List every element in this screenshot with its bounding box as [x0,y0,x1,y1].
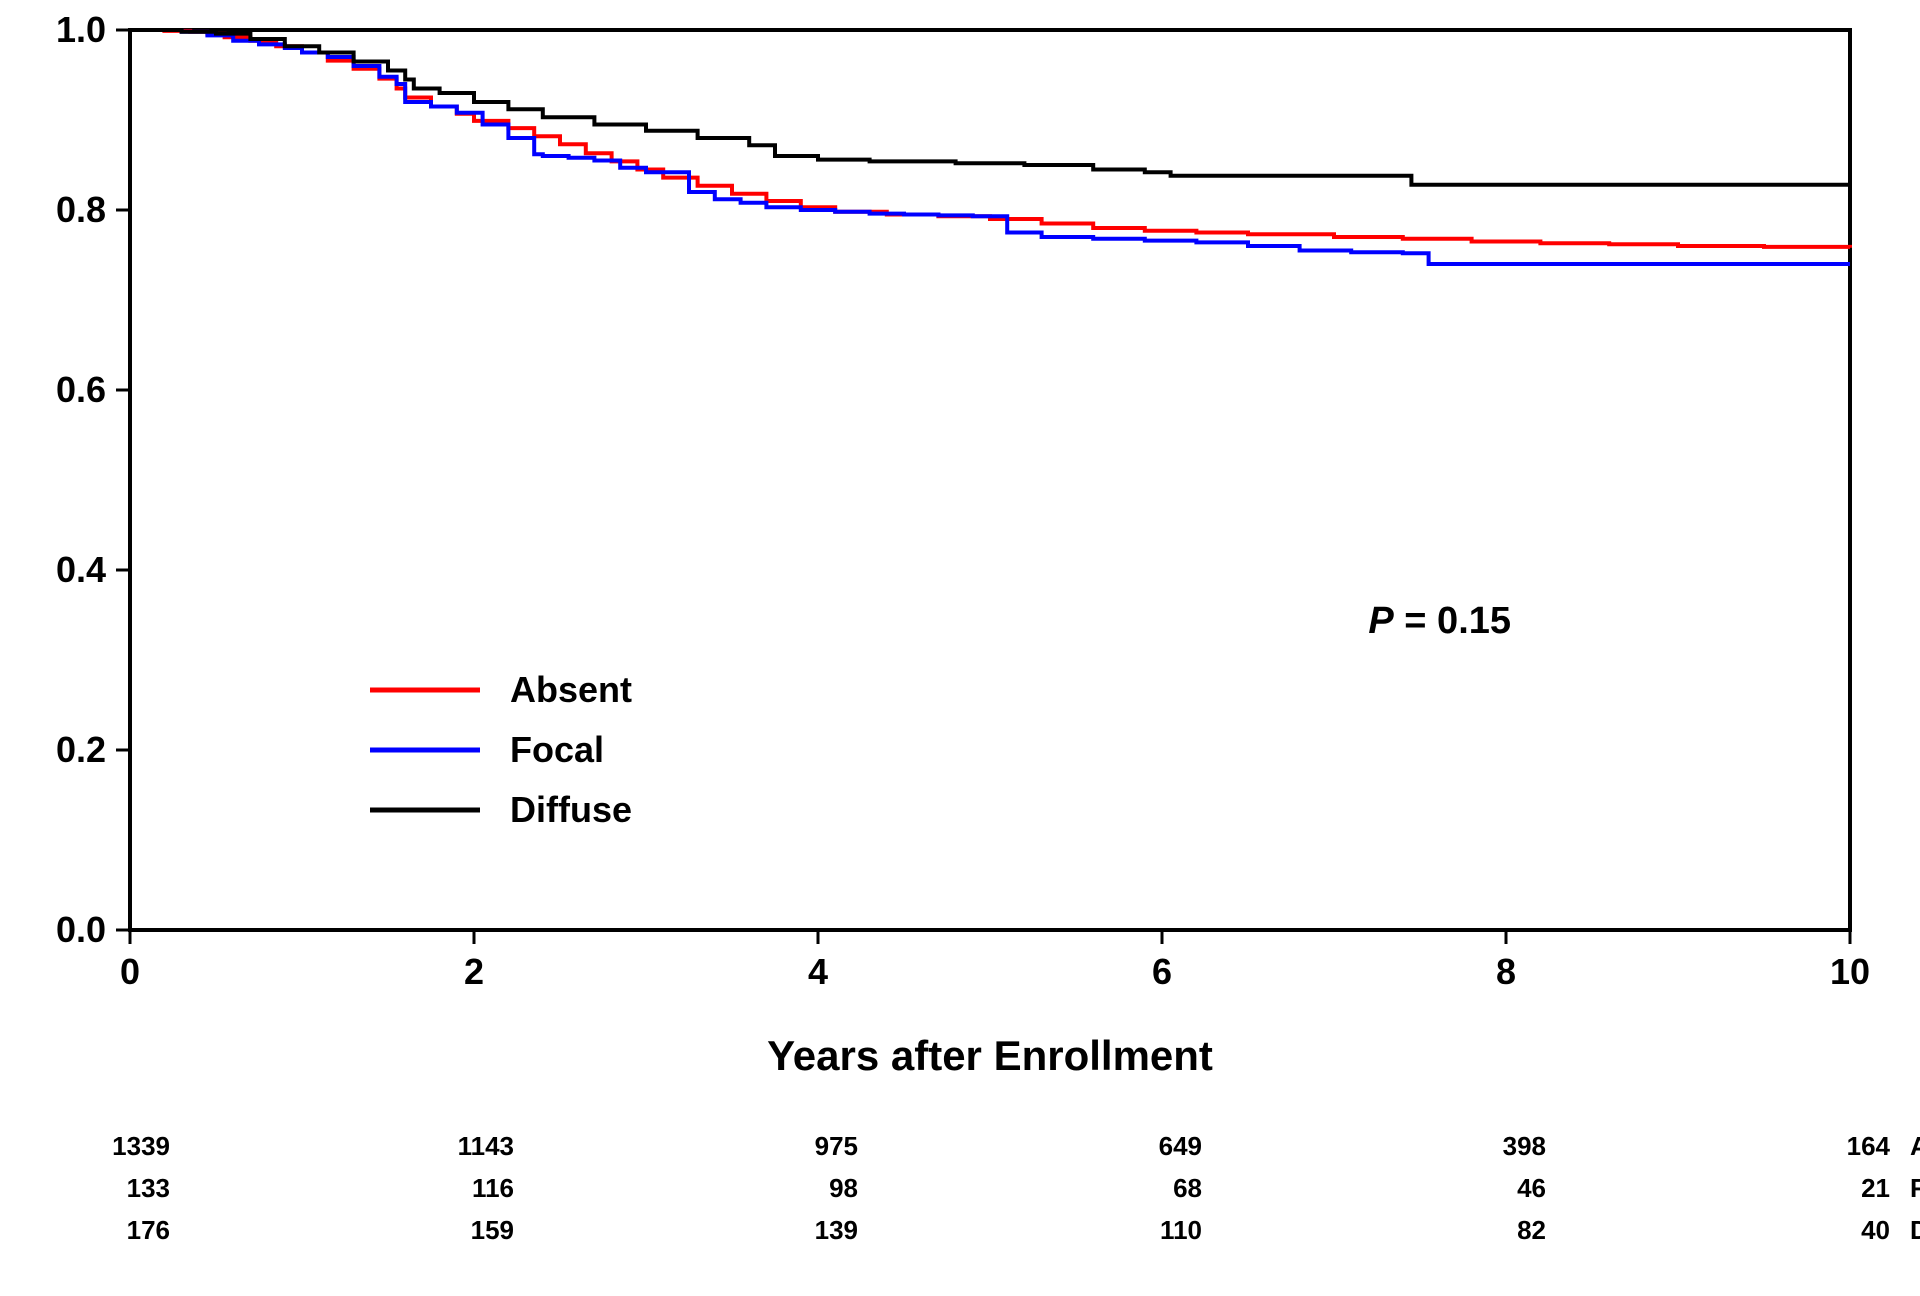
risk-value: 649 [1159,1131,1202,1161]
chart-container: 0.00.20.40.60.81.00246810Years after Enr… [0,0,1920,1296]
x-tick-label: 4 [808,951,828,992]
series-diffuse [130,30,1850,185]
risk-value: 398 [1503,1131,1546,1161]
x-axis-title: Years after Enrollment [767,1032,1213,1079]
risk-value: 98 [829,1173,858,1203]
survival-chart: 0.00.20.40.60.81.00246810Years after Enr… [0,0,1920,1296]
risk-value: 110 [1160,1215,1202,1245]
x-tick-label: 2 [464,951,484,992]
risk-value: 1143 [458,1131,514,1161]
x-tick-label: 0 [120,951,140,992]
x-tick-label: 10 [1830,951,1870,992]
risk-value: 176 [127,1215,170,1245]
risk-row-label: Focal [1910,1173,1920,1203]
y-tick-label: 0.4 [56,549,106,590]
risk-value: 21 [1861,1173,1890,1203]
risk-value: 82 [1517,1215,1546,1245]
risk-value: 1339 [112,1131,170,1161]
x-tick-label: 6 [1152,951,1172,992]
x-tick-label: 8 [1496,951,1516,992]
legend-label-diffuse: Diffuse [510,789,632,830]
risk-value: 164 [1847,1131,1891,1161]
risk-value: 68 [1173,1173,1202,1203]
y-tick-label: 0.0 [56,909,106,950]
risk-value: 116 [472,1173,514,1203]
risk-value: 133 [127,1173,170,1203]
y-tick-label: 0.6 [56,369,106,410]
risk-value: 159 [471,1215,514,1245]
legend-label-absent: Absent [510,669,632,710]
risk-value: 139 [815,1215,858,1245]
y-tick-label: 0.2 [56,729,106,770]
risk-value: 40 [1861,1215,1890,1245]
risk-row-label: Diffuse [1910,1215,1920,1245]
p-value-label: P = 0.15 [1368,600,1511,642]
y-tick-label: 1.0 [56,9,106,50]
y-tick-label: 0.8 [56,189,106,230]
risk-row-label: Absent [1910,1131,1920,1161]
risk-value: 975 [815,1131,858,1161]
legend-label-focal: Focal [510,729,604,770]
risk-value: 46 [1517,1173,1546,1203]
